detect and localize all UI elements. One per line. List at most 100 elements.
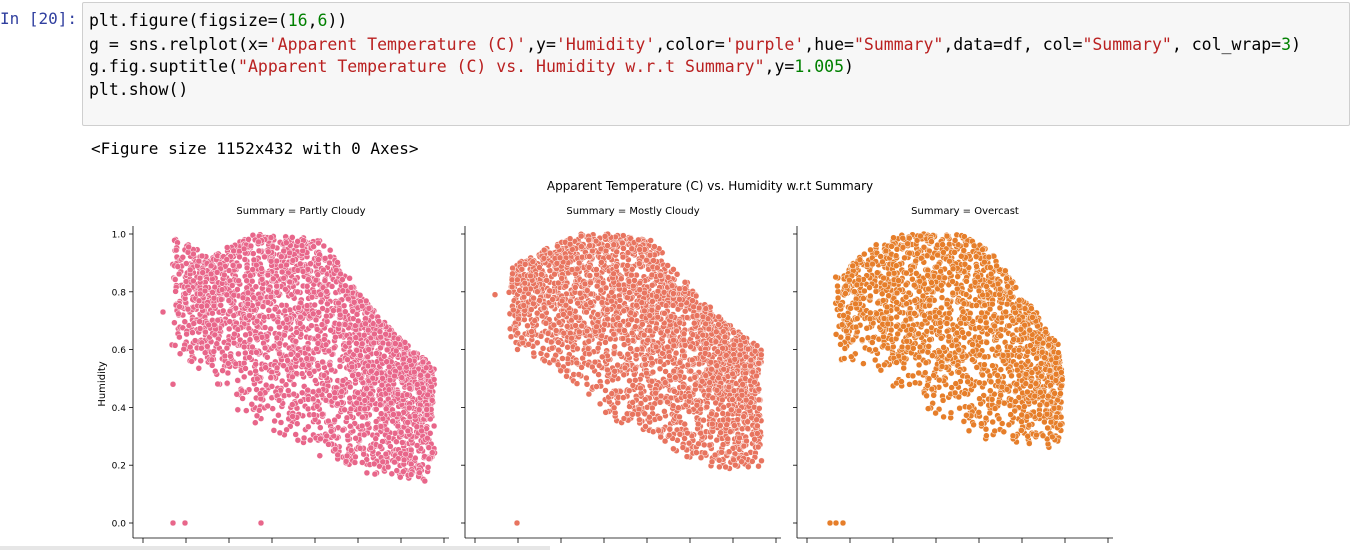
scatter-point [566,235,574,242]
scatter-point [209,289,216,296]
scatter-point [649,428,657,435]
scatter-point [334,400,341,408]
scatter-point [309,310,317,318]
scatter-point [632,365,639,373]
scatter-point [546,249,554,257]
scatter-point [229,262,237,269]
scatter-point [423,411,431,419]
scatter-point [321,255,329,262]
scatter-point [184,305,192,313]
scatter-point [204,343,211,350]
scatter-point [647,237,654,244]
scatter-point [258,276,266,283]
scatter-point [273,289,281,296]
scatter-point [290,390,298,398]
scatter-point [281,307,289,315]
scatter-point [536,264,543,271]
scatter-point [636,416,643,424]
scatter-point [555,346,562,354]
scatter-point [371,330,378,338]
scatter-point [323,312,330,320]
scatter-point [267,374,275,381]
scatter-point [297,260,304,268]
scatter-point [293,420,301,427]
scatter-point [214,316,222,324]
code-cell-editor[interactable]: plt.figure(figsize=(16,6)) g = sns.relpl… [82,2,1350,126]
scatter-point [253,412,261,420]
scatter-point [701,449,709,457]
scatter-point [176,333,183,341]
scatter-point [269,243,277,250]
scatter-point [742,353,750,361]
scatter-point [210,294,218,302]
scatter-point [625,278,633,285]
scatter-point [695,304,703,312]
scatter-point [695,360,703,368]
scatter-point [649,404,656,412]
scatter-point [258,334,266,341]
scatter-point [673,327,680,335]
scatter-point [190,250,197,258]
scatter-point [563,373,570,380]
scatter-point [312,276,320,284]
scatter-point [294,352,302,359]
scatter-point [234,377,241,384]
scatter-point [711,451,719,459]
scatter-point [356,292,364,299]
scatter-point [331,445,339,453]
scatter-point [568,334,575,342]
scatter-point [214,380,221,388]
scatter-point [413,423,421,430]
scatter-point [286,249,293,257]
code-line-4: plt.show() [89,80,189,99]
scatter-point [398,374,406,381]
scatter-point [324,300,331,308]
scatter-point [346,394,353,402]
scatter-point [258,265,265,272]
scatter-point [362,297,370,305]
scatter-point [243,277,250,284]
scatter-point [639,321,646,328]
scatter-point [283,261,290,269]
scatter-point [692,381,699,388]
scatter-point [593,266,600,273]
scatter-point [650,257,657,264]
scatter-point [583,381,591,388]
scatter-point [271,305,279,313]
scatter-point [754,430,761,437]
scatter-point [273,257,280,265]
scatter-point [649,359,656,367]
scatter-point [181,318,189,325]
scatter-point [240,359,248,367]
scatter-point [614,399,622,406]
scatter-point [585,264,593,271]
scatter-point [384,463,392,471]
scatter-point [176,303,183,310]
scatter-point [298,389,306,397]
scatter-point [208,362,216,369]
scatter-point [400,456,408,464]
scatter-point [548,344,556,352]
scatter-point [171,276,179,283]
scatter-point [676,285,683,293]
scatter-point [397,429,405,436]
scatter-point [210,302,218,310]
scatter-point [197,357,204,365]
scatter-point [413,442,421,449]
scatter-point [681,420,688,428]
scatter-point [335,320,343,328]
scatter-point [261,344,269,352]
scatter-point [380,353,388,360]
scatter-point [415,406,423,413]
scatter-point [703,403,711,411]
scatter-point [244,300,252,308]
scatter-point [620,232,627,239]
scatter-point [252,419,259,426]
scatter-point [349,372,356,379]
scatter-point [602,247,610,255]
scatter-point [256,407,263,414]
scatter-point [273,334,281,342]
scatter-point [283,239,290,246]
scatter-point [221,271,228,279]
scatter-point [675,404,682,411]
